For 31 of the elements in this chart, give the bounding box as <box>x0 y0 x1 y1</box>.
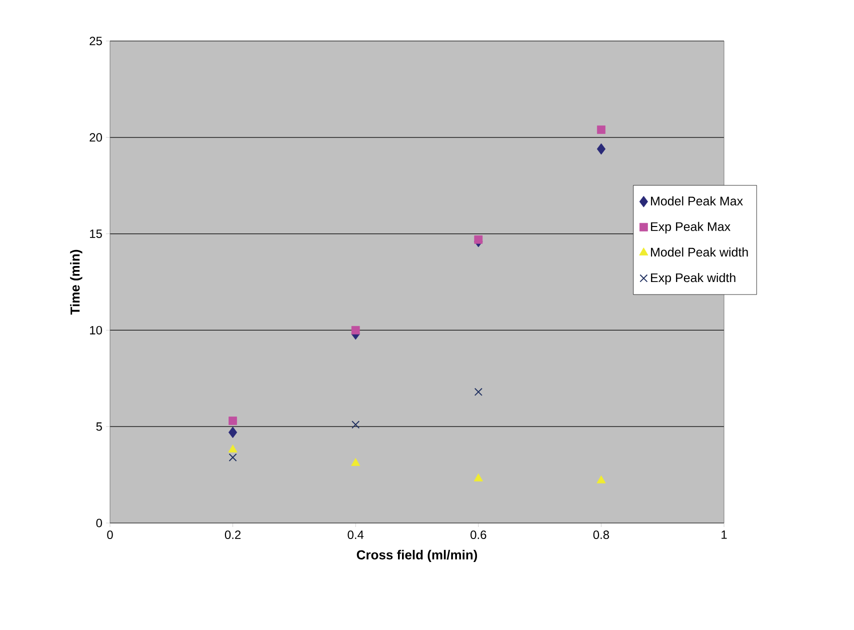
point <box>474 388 482 396</box>
x-tick-label: 0.4 <box>348 530 364 540</box>
point <box>228 416 238 426</box>
point <box>228 444 238 452</box>
y-tick-label: 20 <box>90 133 102 142</box>
x-tick-label: 0.2 <box>224 530 241 540</box>
point <box>228 426 238 438</box>
y-tick-label: 15 <box>90 230 102 238</box>
x-tick-label: 0.6 <box>470 530 486 540</box>
y-axis-title: Time (min) <box>70 250 82 315</box>
x-tick-label: 1 <box>722 530 727 539</box>
x-tick-label: 0 <box>107 530 113 540</box>
x-axis-title: Cross field (ml/min) <box>356 550 478 562</box>
point <box>474 473 483 482</box>
y-tick-label: 0 <box>96 518 102 528</box>
point <box>596 143 606 155</box>
point <box>597 125 606 134</box>
point <box>228 453 237 462</box>
y-tick-label: 10 <box>90 326 102 334</box>
point <box>352 420 360 429</box>
legend-label: Exp Peak Max <box>651 222 730 234</box>
y-tick-label: 25 <box>90 36 102 46</box>
y-tick-label: 5 <box>96 422 102 431</box>
legend-label: Exp Peak width <box>651 272 736 285</box>
point <box>596 475 606 484</box>
point <box>351 326 360 334</box>
x-tick-label: 0.8 <box>593 530 610 540</box>
legend-label: Model Peak width <box>651 247 748 257</box>
point <box>351 458 360 466</box>
point <box>474 235 483 244</box>
legend-label: Model Peak Max <box>651 196 743 206</box>
